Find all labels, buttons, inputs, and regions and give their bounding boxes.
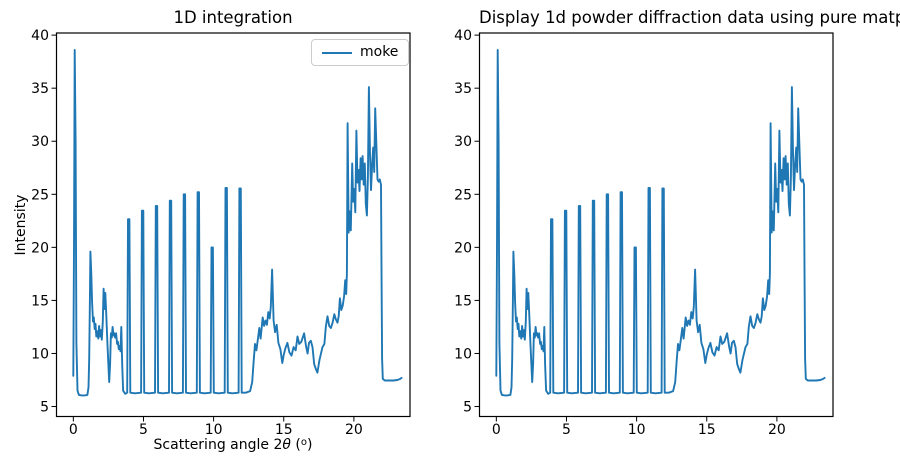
y-tick-label: 25 — [454, 187, 472, 203]
y-tick-label: 20 — [454, 240, 472, 256]
theta-symbol: θ — [282, 437, 291, 453]
x-tick-label: 0 — [492, 422, 501, 438]
legend-box: moke — [311, 39, 410, 66]
x-tick-label: 15 — [275, 422, 293, 438]
y-tick-label: 40 — [31, 28, 49, 44]
y-tick-label: 30 — [31, 134, 49, 150]
y-tick-label: 15 — [454, 293, 472, 309]
y-tick-label: 35 — [31, 81, 49, 97]
y-tick-label: 10 — [454, 346, 472, 362]
left-plot-title: 1D integration — [173, 8, 293, 27]
axes-0: 0 5 10 15 20 5 10 15 20 25 30 35 40 — [31, 28, 411, 438]
y-tick-label: 15 — [31, 293, 49, 309]
x-tick-label: 5 — [139, 422, 148, 438]
legend-line-sample-icon — [322, 51, 352, 54]
x-tick-label: 20 — [768, 422, 786, 438]
y-tick-label: 25 — [31, 187, 49, 203]
x-tick-label: 10 — [205, 422, 223, 438]
y-tick-label: 10 — [31, 346, 49, 362]
y-tick-label: 35 — [454, 81, 472, 97]
x-axis-label-paren-open: ( — [290, 437, 301, 453]
legend-label: moke — [360, 44, 399, 60]
x-tick-label: 20 — [345, 422, 363, 438]
x-axis-label-paren-close: ) — [306, 437, 313, 453]
y-tick-label: 30 — [454, 134, 472, 150]
y-tick-label: 40 — [454, 28, 472, 44]
right-plot-title: Display 1d powder diffraction data using… — [479, 8, 900, 27]
x-axis-label-text: Scattering angle 2 — [153, 437, 283, 453]
axes-spines — [478, 32, 834, 418]
series-line-moke — [495, 49, 826, 397]
degree-superscript: o — [300, 437, 307, 448]
axes-1: 0 5 10 15 20 5 10 15 20 25 30 35 40 — [454, 28, 834, 438]
x-tick-label: 10 — [628, 422, 646, 438]
y-tick-label: 5 — [40, 400, 49, 416]
axes-spines — [55, 32, 411, 418]
x-tick-label: 0 — [69, 422, 78, 438]
series-line-moke — [72, 49, 403, 397]
x-tick-label: 5 — [562, 422, 571, 438]
y-tick-label: 5 — [463, 400, 472, 416]
y-axis-label: Intensity — [13, 194, 29, 256]
y-tick-label: 20 — [31, 240, 49, 256]
x-axis-label: Scattering angle 2θ (o) — [56, 437, 410, 453]
x-tick-label: 15 — [698, 422, 716, 438]
